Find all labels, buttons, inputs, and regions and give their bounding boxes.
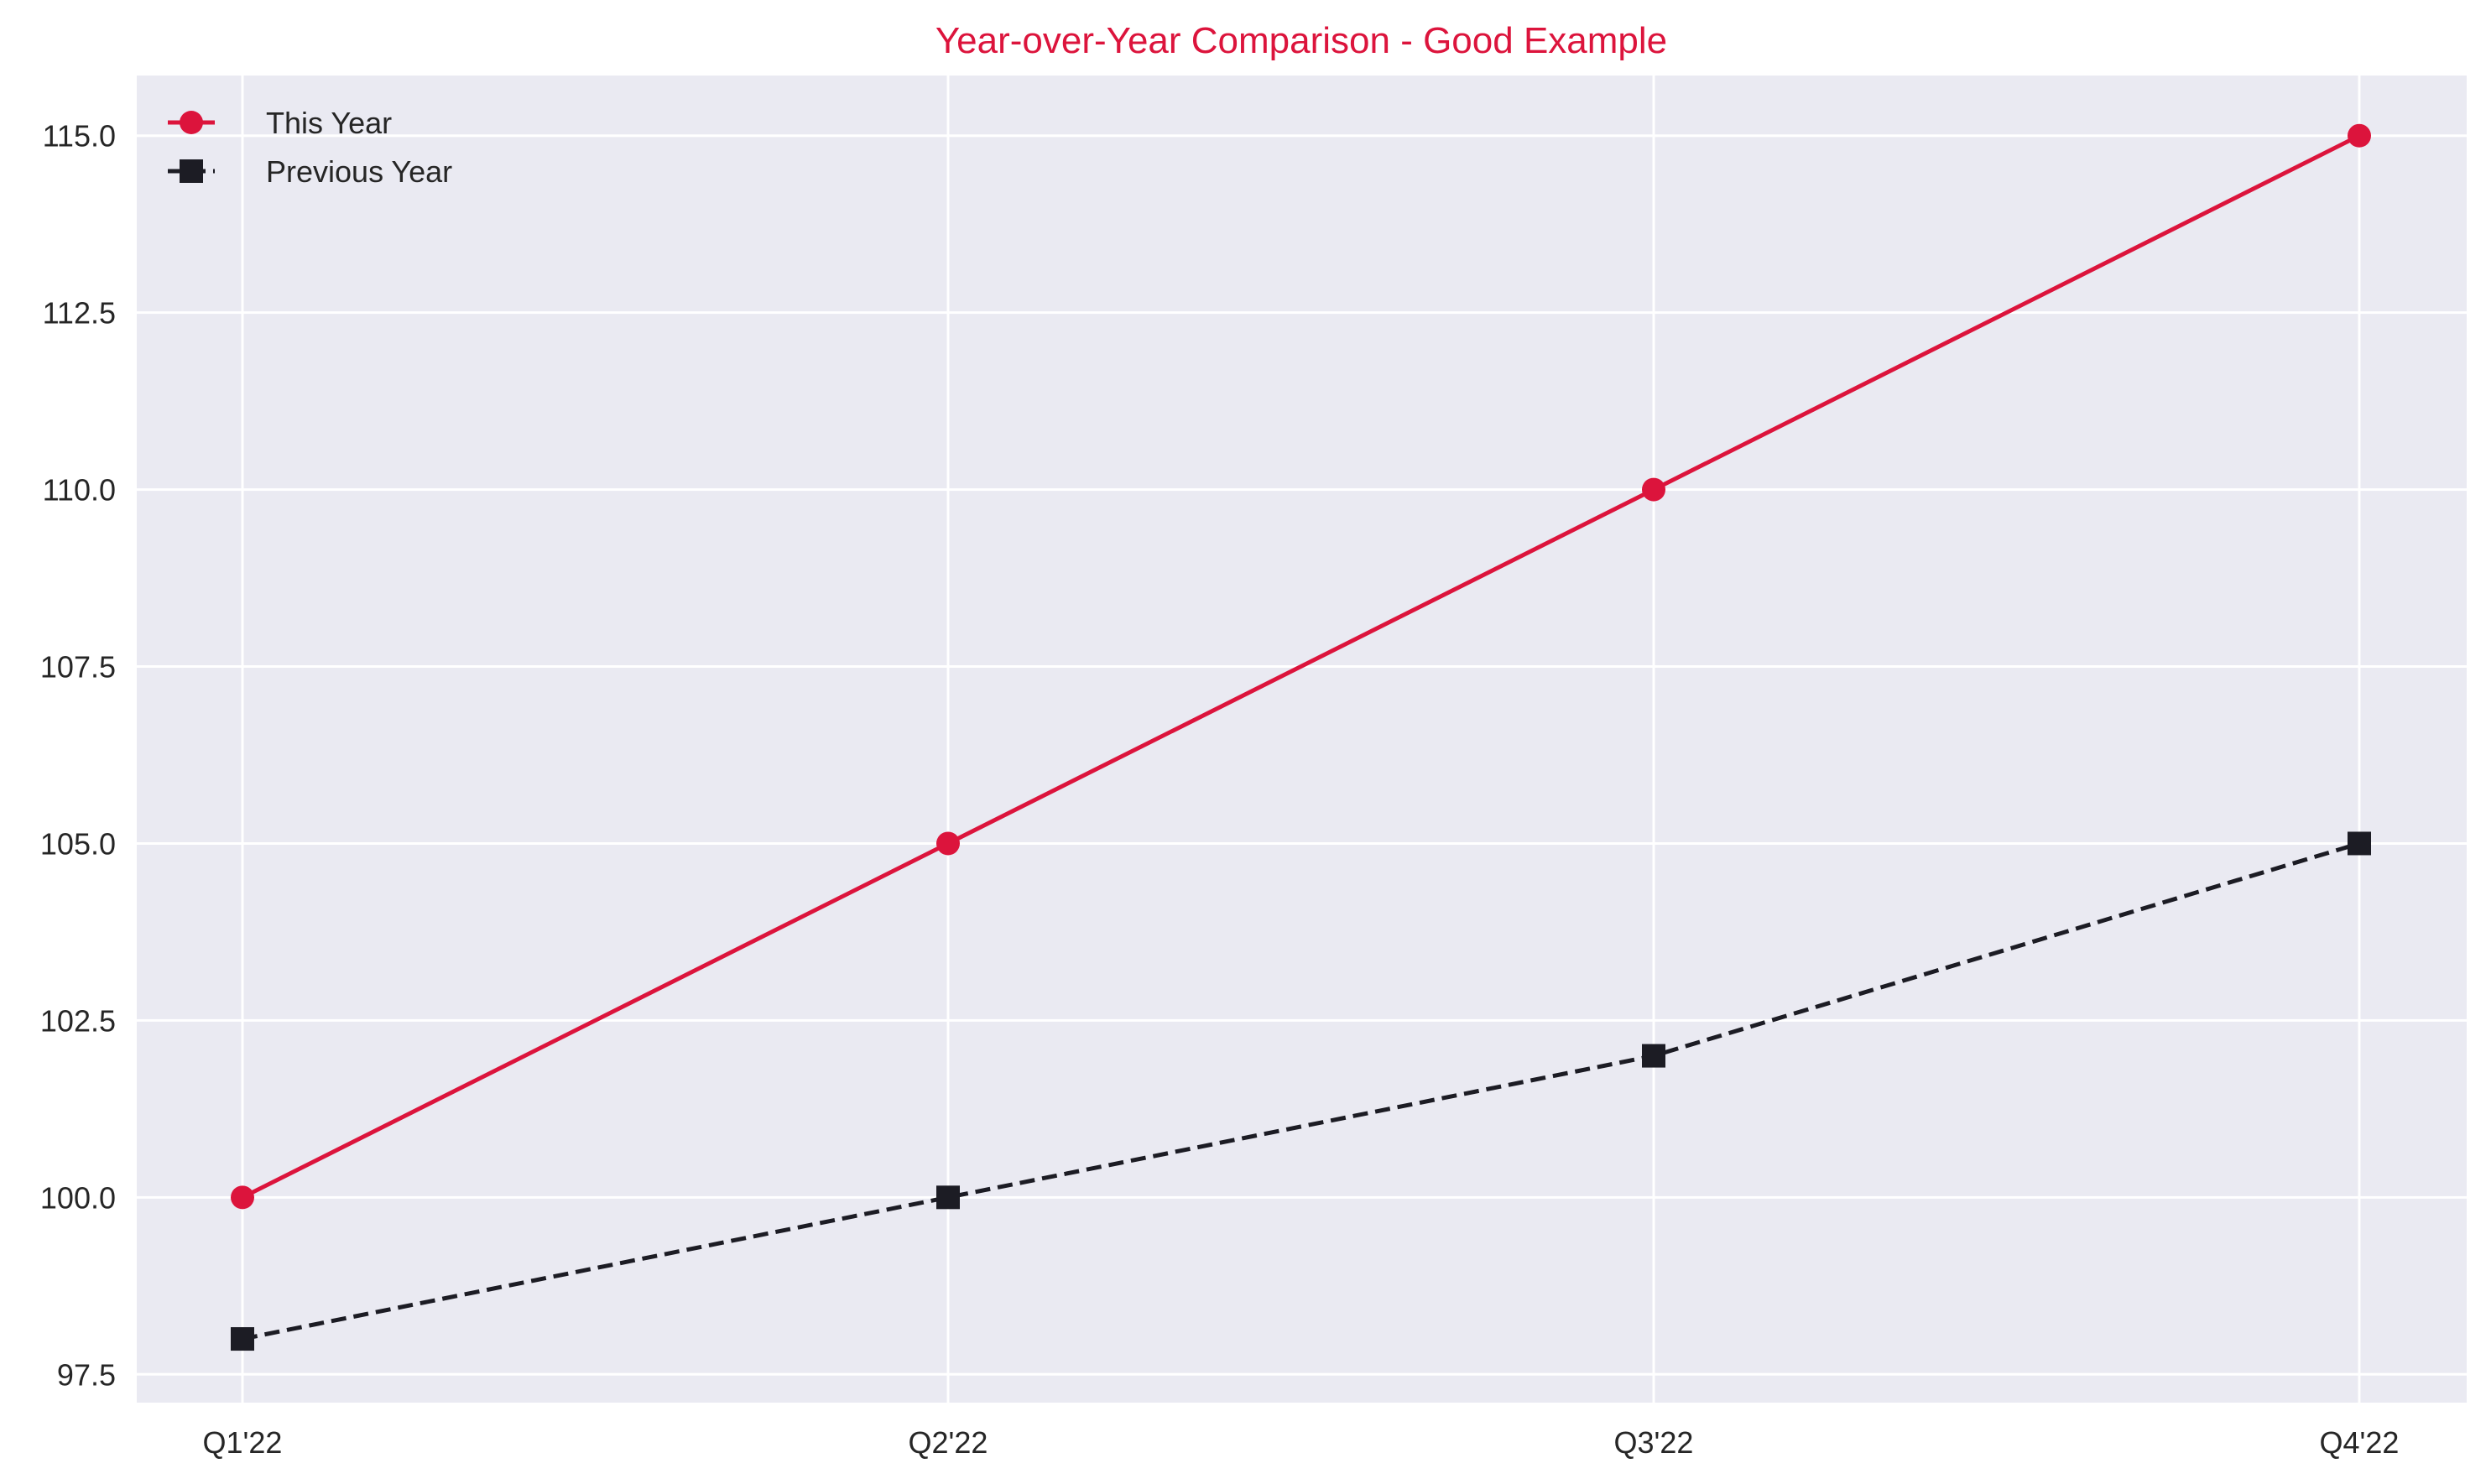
series-line <box>241 133 2361 1200</box>
legend: This Year Previous Year <box>168 106 452 189</box>
data-point <box>936 831 960 856</box>
x-tick-label: Q2'22 <box>909 1425 988 1460</box>
x-axis-ticks: Q1'22 Q2'22 Q3'22 Q4'22 <box>203 1425 2400 1460</box>
series-line <box>242 841 2360 1341</box>
plot-area <box>137 76 2467 1403</box>
y-tick-label: 102.5 <box>40 1003 116 1038</box>
legend-marker <box>180 159 203 183</box>
legend-item: This Year <box>168 106 392 140</box>
data-point <box>1642 477 1665 502</box>
y-tick-label: 105.0 <box>40 826 116 861</box>
legend-label: Previous Year <box>266 154 452 189</box>
data-point <box>936 1185 960 1210</box>
legend-item: Previous Year <box>168 154 452 189</box>
data-point <box>231 1327 254 1351</box>
y-tick-label: 112.5 <box>43 296 116 331</box>
y-tick-label: 100.0 <box>40 1180 116 1215</box>
chart-title: Year-over-Year Comparison - Good Example <box>935 20 1667 61</box>
y-tick-label: 110.0 <box>43 473 116 508</box>
x-tick-label: Q1'22 <box>203 1425 283 1460</box>
data-point <box>2348 123 2371 148</box>
y-tick-label: 97.5 <box>57 1357 116 1392</box>
y-axis-ticks: 97.5 100.0 102.5 105.0 107.5 110.0 112.5 115.0 <box>40 119 116 1393</box>
legend-marker <box>180 111 203 134</box>
data-point <box>2348 831 2371 856</box>
series-lines <box>231 123 2371 1351</box>
series-1 <box>231 831 2371 1351</box>
series-0 <box>231 123 2371 1210</box>
x-tick-label: Q3'22 <box>1614 1425 1694 1460</box>
data-point <box>231 1185 254 1210</box>
y-tick-label: 115.0 <box>43 119 116 154</box>
data-point <box>1642 1044 1665 1068</box>
x-tick-label: Q4'22 <box>2320 1425 2400 1460</box>
y-tick-label: 107.5 <box>40 650 116 685</box>
legend-label: This Year <box>266 106 392 140</box>
